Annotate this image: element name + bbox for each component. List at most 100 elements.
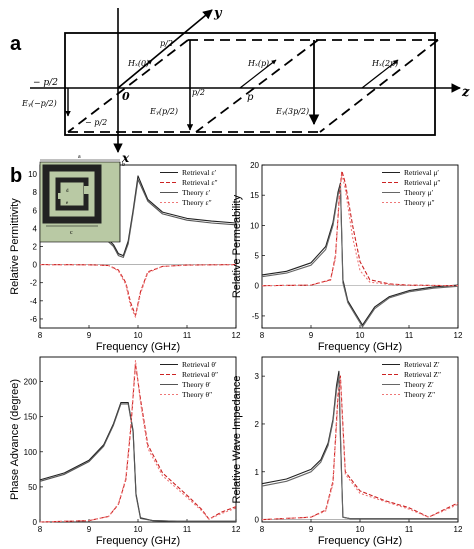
chart-phase-advance: 8 9 10 11 12 0 50 100 150 200 Frequency (GHz) Phase… xyxy=(9,356,241,547)
legend-entry: Theory ε′ xyxy=(182,188,211,197)
series-line xyxy=(261,375,459,521)
legend-entry: Retrieval Z′ xyxy=(404,360,440,369)
series-line xyxy=(261,380,459,521)
label-e-p2: Eᵧ(p/2) xyxy=(149,107,178,116)
y-tick-label: 200 xyxy=(24,378,38,387)
x-tick-label: 9 xyxy=(87,331,92,340)
x-tick-label: 11 xyxy=(183,525,192,534)
inset-label-a: a xyxy=(78,154,81,160)
x-tick-label: 9 xyxy=(309,331,314,340)
y-tick-label: 0 xyxy=(33,518,38,527)
y-tick-label: 2 xyxy=(33,243,38,252)
y-tick-label: 0 xyxy=(255,516,260,525)
chart-permeability: 8 9 10 11 12 -5 0 5 10 15 20 Frequency (GHz) Relativ… xyxy=(231,161,463,353)
label-p: p xyxy=(247,92,254,103)
unit-cell-outlines xyxy=(67,39,439,133)
inset-label-b: b xyxy=(122,162,125,168)
x-tick-label: 10 xyxy=(356,525,365,534)
y-axis-label: Relative Wave Impedance xyxy=(231,376,243,504)
y-tick-label: 0 xyxy=(255,282,260,291)
label-h0: Hₓ(0) xyxy=(127,59,149,68)
y-tick-label: 8 xyxy=(33,188,38,197)
legend-entry: Theory ε″ xyxy=(182,198,212,207)
y-tick-label: 0 xyxy=(33,261,38,270)
series-line xyxy=(39,403,236,522)
x-axis-label: Frequency (GHz) xyxy=(96,341,180,353)
panel-a-label: a xyxy=(10,33,22,55)
x-tick-label: 10 xyxy=(134,525,143,534)
x-tick-label: 11 xyxy=(405,525,414,534)
x-tick-label: 9 xyxy=(87,525,92,534)
origin-label: 0 xyxy=(122,90,130,103)
y-tick-label: 1 xyxy=(255,468,260,477)
x-tick-label: 11 xyxy=(405,331,414,340)
x-tick-label: 8 xyxy=(260,525,265,534)
series-line xyxy=(261,375,458,520)
x-tick-label: 12 xyxy=(454,331,463,340)
y-tick-label: 50 xyxy=(28,483,37,492)
legend-entry: Theory μ″ xyxy=(404,198,435,207)
y-tick-label: 2 xyxy=(255,420,260,429)
legend-entry: Retrieval ε″ xyxy=(182,178,218,187)
x-axis-label: Frequency (GHz) xyxy=(96,535,180,547)
legend-entry: Retrieval θ″ xyxy=(182,370,218,379)
label-p2-mid: p/2 xyxy=(192,88,205,97)
legend-entry: Theory Z″ xyxy=(404,390,435,399)
label-e-3p2: Eᵧ(3p/2) xyxy=(275,107,309,116)
x-axis-label: x xyxy=(121,151,130,165)
y-tick-label: 15 xyxy=(250,191,259,200)
y-tick-label: -6 xyxy=(30,315,38,324)
y-axis-label: Phase Advance (degree) xyxy=(9,379,21,500)
inset-label-e: e xyxy=(66,201,69,206)
panel-b-label: b xyxy=(10,165,22,187)
y-tick-label: 10 xyxy=(250,221,259,230)
series-line xyxy=(39,359,237,523)
x-tick-label: 9 xyxy=(309,525,314,534)
y-tick-label: -2 xyxy=(30,279,38,288)
legend-entry: Retrieval Z″ xyxy=(404,370,441,379)
x-tick-label: 10 xyxy=(356,331,365,340)
y-tick-label: -5 xyxy=(252,312,260,321)
y-tick-label: 20 xyxy=(250,161,259,170)
x-axis-label: Frequency (GHz) xyxy=(318,341,402,353)
x-tick-label: 12 xyxy=(454,525,463,534)
y-tick-label: 3 xyxy=(255,372,260,381)
inset-label-c: c xyxy=(70,230,73,236)
y-tick-label: 150 xyxy=(24,413,38,422)
x-tick-label: 12 xyxy=(232,331,241,340)
inset-label-d: d xyxy=(66,189,69,194)
legend-entry: Theory θ″ xyxy=(182,390,212,399)
y-tick-label: -4 xyxy=(30,297,38,306)
z-axis-label: z xyxy=(461,85,470,100)
label-h2p: Hₓ(2p) xyxy=(371,59,398,68)
x-tick-label: 12 xyxy=(232,525,241,534)
legend-entry: Retrieval θ′ xyxy=(182,360,217,369)
h-field-arrow-2p xyxy=(361,59,399,89)
label-neg-p2-left: − p/2 xyxy=(33,78,58,88)
x-tick-label: 8 xyxy=(260,331,265,340)
x-tick-label: 8 xyxy=(38,331,43,340)
label-neg-p2-bottom: − p/2 xyxy=(85,118,107,127)
legend-entry: Theory Z′ xyxy=(404,380,434,389)
series-line xyxy=(261,182,459,326)
legend-entry: Retrieval μ′ xyxy=(404,168,439,177)
panel-a-box xyxy=(64,32,436,136)
y-tick-label: 5 xyxy=(255,252,260,261)
unit-cell-inset: a b c d e xyxy=(39,154,125,243)
y-axis-label: Relative Permittivity xyxy=(9,198,21,295)
h-field-arrow-p xyxy=(239,59,277,89)
series-line xyxy=(261,173,459,287)
legend-entry: Theory μ′ xyxy=(404,188,434,197)
x-axis-label: Frequency (GHz) xyxy=(318,535,402,547)
series-line xyxy=(261,185,459,328)
y-tick-label: 6 xyxy=(33,206,38,215)
label-e-neg: Eᵧ(−p/2) xyxy=(21,99,57,108)
y-tick-label: 4 xyxy=(33,224,38,233)
label-hp: Hₓ(p) xyxy=(247,59,269,68)
series-line xyxy=(39,264,237,318)
h-field-arrow-0 xyxy=(117,59,153,89)
legend-entry: Theory θ′ xyxy=(182,380,211,389)
